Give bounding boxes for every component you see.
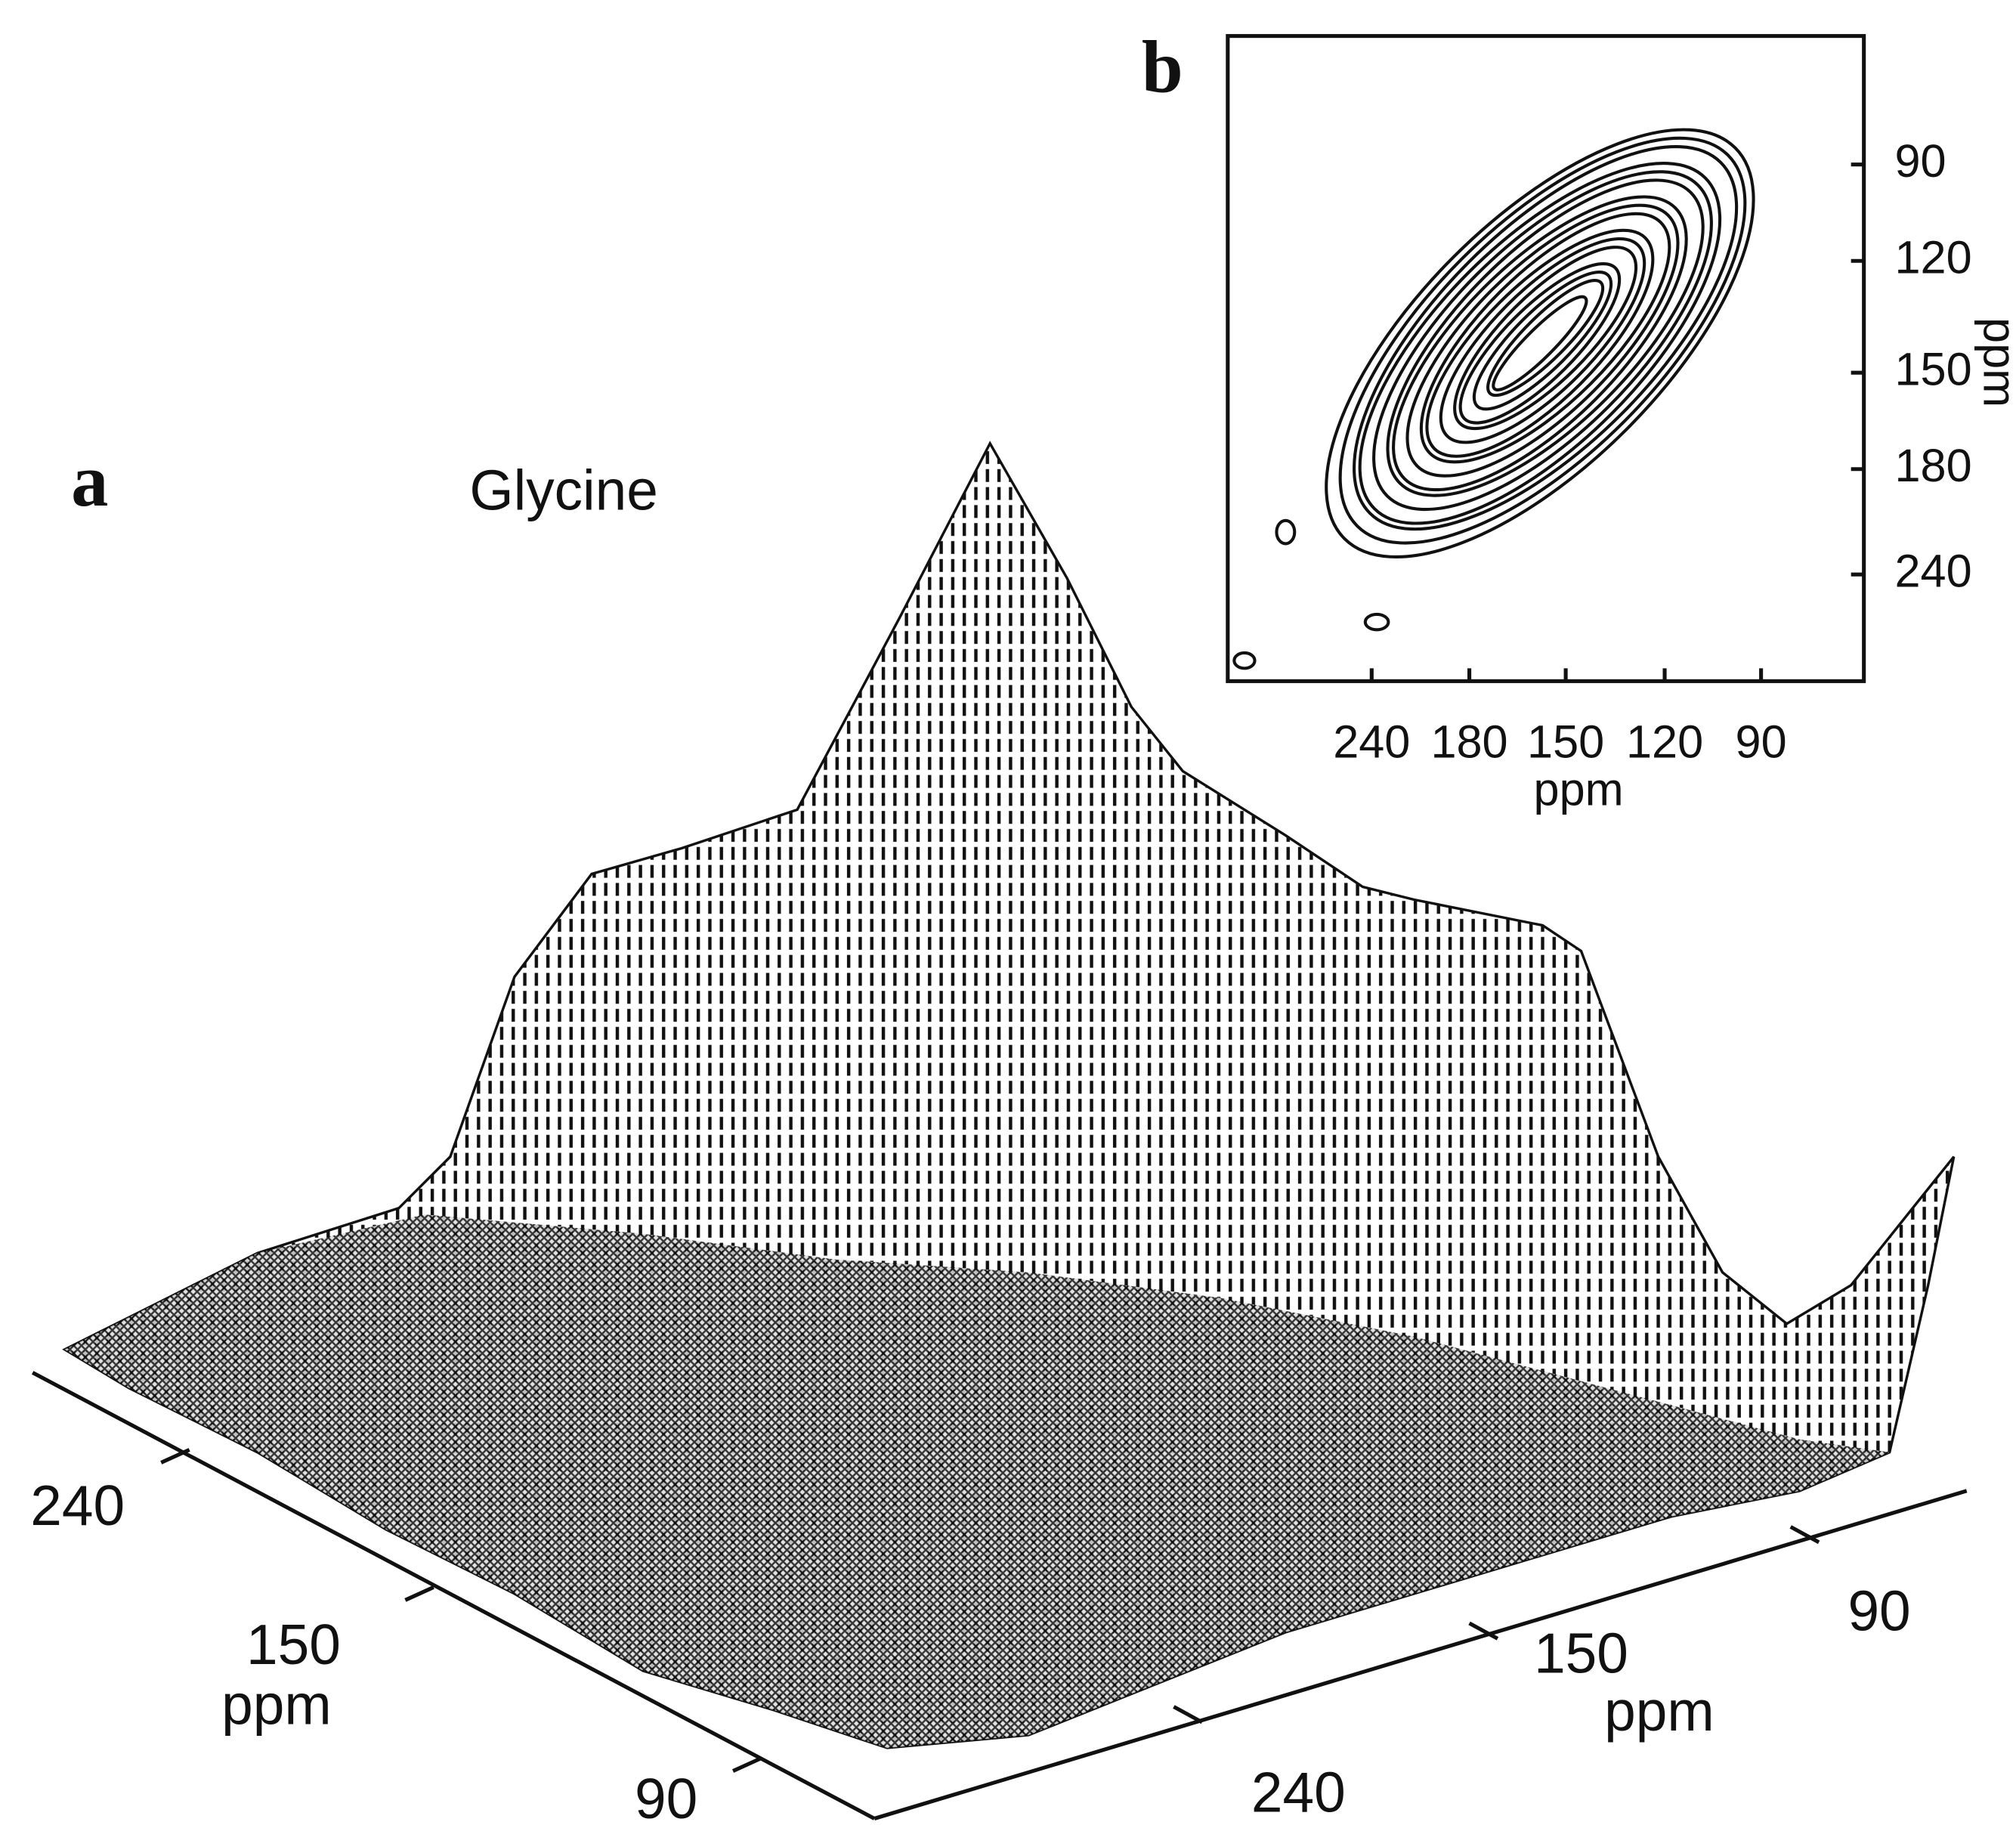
tick-label: 90 xyxy=(1736,716,1787,768)
contours xyxy=(1325,128,1755,559)
contour-plot xyxy=(1226,34,1866,683)
axis-label: ppm xyxy=(1974,317,2016,407)
axis-label: ppm xyxy=(1604,1679,1715,1743)
contour xyxy=(1486,279,1605,397)
tick-mark xyxy=(160,1448,190,1465)
contour xyxy=(1458,261,1622,425)
contour xyxy=(1386,178,1705,497)
contour xyxy=(1353,145,1739,531)
tick-label: 150 xyxy=(1894,343,1971,394)
contour xyxy=(1338,136,1747,545)
contour xyxy=(1232,651,1257,670)
contour xyxy=(1358,162,1722,525)
tick-label: 180 xyxy=(1894,440,1971,491)
tick-label: 240 xyxy=(1251,1760,1346,1823)
tick-label: 180 xyxy=(1430,716,1507,768)
tick-label: 150 xyxy=(246,1613,341,1676)
tick-label: 240 xyxy=(1333,716,1410,768)
tick-label: 90 xyxy=(1894,135,1946,187)
tick-label: 150 xyxy=(1534,1622,1628,1685)
tick-mark xyxy=(404,1585,434,1602)
right-axis xyxy=(873,1489,1968,1820)
panel-label: a xyxy=(71,440,108,522)
contour xyxy=(1472,271,1613,411)
tick-mark xyxy=(1468,1621,1499,1641)
contour xyxy=(1453,246,1638,431)
surface-plot xyxy=(62,441,1956,1749)
tick-label: 120 xyxy=(1894,231,1971,283)
panel-label: b xyxy=(1142,26,1183,108)
contour xyxy=(1392,195,1688,492)
tick-label: 90 xyxy=(1847,1579,1910,1643)
axis-label: ppm xyxy=(1534,764,1624,815)
contour xyxy=(1439,237,1647,444)
contour xyxy=(1419,212,1671,464)
contour xyxy=(1492,295,1588,391)
axis-ticks: 240 180 150 120 90 90 120 150 180 240 xyxy=(1333,135,1971,768)
contour xyxy=(1425,228,1655,458)
contour xyxy=(1363,612,1390,632)
contour xyxy=(1275,518,1297,546)
axis-ticks: 240 150 90 240 150 90 xyxy=(30,1448,1911,1825)
tick-label: 240 xyxy=(30,1474,125,1537)
surface-floor xyxy=(64,1214,1890,1748)
tick-label: 150 xyxy=(1527,716,1604,768)
panel-title: Glycine xyxy=(469,459,658,522)
axis-label: ppm xyxy=(221,1673,332,1737)
contour xyxy=(1325,128,1755,559)
tick-label: 240 xyxy=(1894,545,1971,596)
tick-label: 90 xyxy=(635,1767,697,1825)
left-axis xyxy=(31,1371,876,1820)
tick-mark xyxy=(1173,1705,1204,1724)
tick-mark xyxy=(1789,1525,1820,1545)
contour xyxy=(1372,170,1713,512)
tick-label: 120 xyxy=(1626,716,1703,768)
contour xyxy=(1405,203,1680,478)
tick-mark xyxy=(731,1756,762,1773)
